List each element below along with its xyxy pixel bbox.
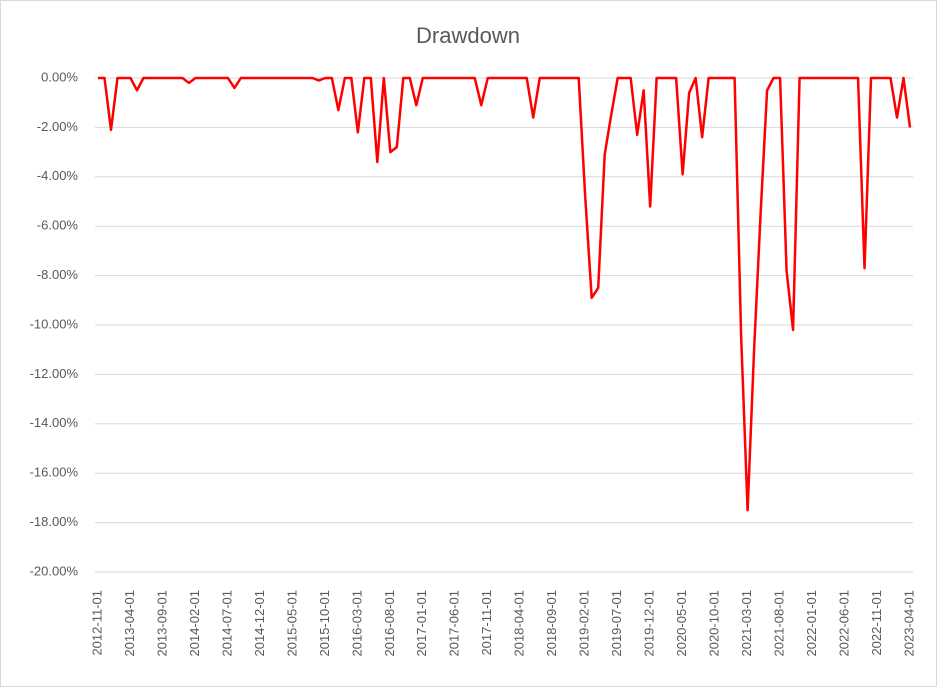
x-tick-label: 2014-12-01 <box>252 590 267 657</box>
y-tick-label: -6.00% <box>37 218 79 233</box>
x-tick-label: 2017-11-01 <box>479 590 494 656</box>
x-tick-label: 2016-03-01 <box>349 590 364 657</box>
x-tick-label: 2023-04-01 <box>901 590 916 657</box>
x-tick-label: 2018-04-01 <box>512 590 527 657</box>
y-tick-label: -18.00% <box>30 514 79 529</box>
x-tick-label: 2022-11-01 <box>869 590 884 656</box>
x-tick-label: 2018-09-01 <box>544 590 559 657</box>
y-tick-label: 0.00% <box>41 69 78 84</box>
x-tick-label: 2015-05-01 <box>284 590 299 657</box>
y-tick-label: -16.00% <box>30 465 79 480</box>
x-tick-label: 2022-06-01 <box>836 590 851 657</box>
x-tick-label: 2022-01-01 <box>804 590 819 657</box>
x-tick-label: 2016-08-01 <box>382 590 397 657</box>
y-tick-label: -4.00% <box>37 168 79 183</box>
x-tick-label: 2019-02-01 <box>577 590 592 657</box>
x-tick-label: 2015-10-01 <box>317 590 332 657</box>
x-tick-label: 2012-11-01 <box>89 590 104 656</box>
chart-title: Drawdown <box>416 23 520 48</box>
x-tick-label: 2013-04-01 <box>122 590 137 657</box>
y-tick-label: -12.00% <box>30 366 79 381</box>
y-tick-label: -14.00% <box>30 415 79 430</box>
x-tick-label: 2014-02-01 <box>187 590 202 657</box>
line <box>98 76 912 512</box>
y-tick-label: -2.00% <box>37 119 79 134</box>
y-tick-label: -10.00% <box>30 316 79 331</box>
x-tick-label: 2021-08-01 <box>772 590 787 657</box>
x-tick-label: 2017-01-01 <box>414 590 429 657</box>
x-tick-label: 2014-07-01 <box>219 590 234 657</box>
x-tick-label: 2013-09-01 <box>154 590 169 657</box>
x-tick-label: 2017-06-01 <box>447 590 462 657</box>
x-tick-label: 2019-12-01 <box>642 590 657 657</box>
y-tick-label: -8.00% <box>37 267 79 282</box>
x-tick-label: 2021-03-01 <box>739 590 754 657</box>
x-tick-label: 2019-07-01 <box>609 590 624 657</box>
x-tick-label: 2020-10-01 <box>707 590 722 657</box>
y-tick-label: -20.00% <box>30 563 79 578</box>
x-tick-label: 2020-05-01 <box>674 590 689 657</box>
